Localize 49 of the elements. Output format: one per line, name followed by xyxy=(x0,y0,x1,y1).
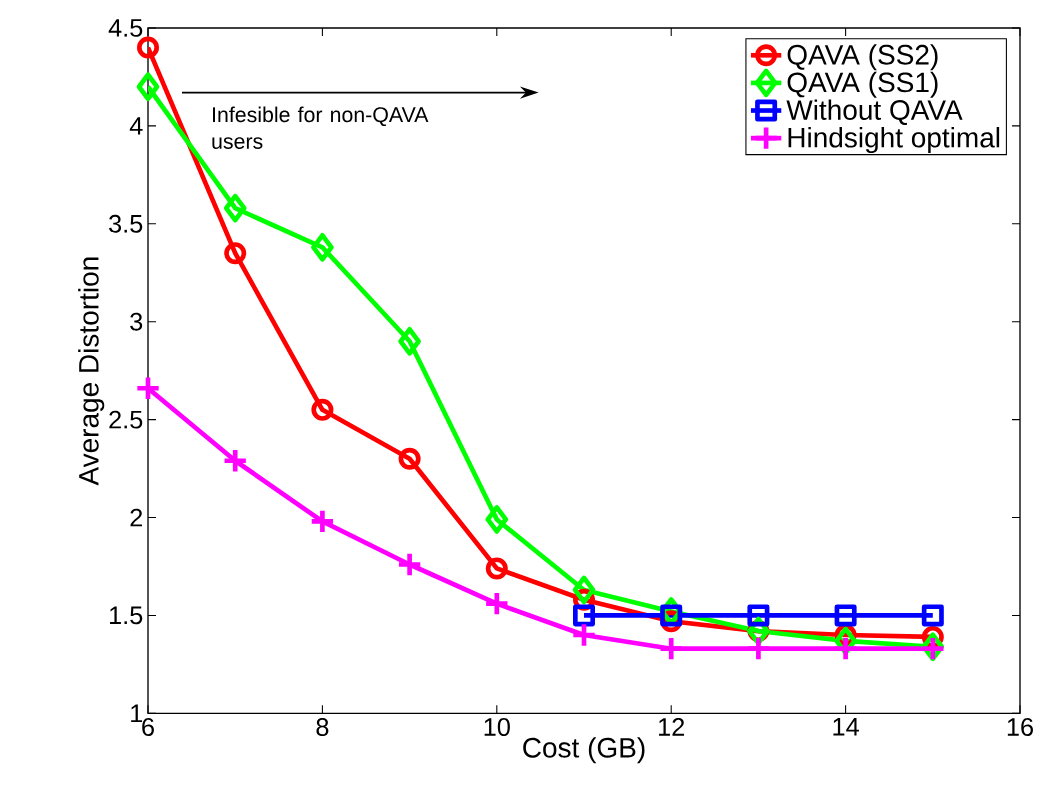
point xyxy=(660,604,683,627)
point xyxy=(485,505,509,534)
point xyxy=(573,604,596,627)
point xyxy=(398,447,421,470)
point xyxy=(136,72,160,102)
point xyxy=(922,638,944,660)
point xyxy=(223,193,247,223)
point xyxy=(486,593,508,615)
point xyxy=(747,638,770,660)
y-tick-label: 2.5 xyxy=(109,410,143,429)
point xyxy=(398,553,421,576)
point xyxy=(398,326,421,356)
point xyxy=(485,557,508,580)
y-tick-label: 3 xyxy=(130,312,143,331)
point xyxy=(224,242,247,265)
point xyxy=(311,510,334,533)
legend-label: QAVA (SS1) xyxy=(787,71,938,98)
x-tick-label: 16 xyxy=(1007,718,1033,736)
point xyxy=(573,624,595,646)
annotation: Infesible for non-QAVA users xyxy=(212,106,429,149)
point xyxy=(311,232,334,262)
point xyxy=(747,604,770,627)
point xyxy=(834,604,857,627)
x-tick-label: 14 xyxy=(833,718,859,736)
point xyxy=(137,36,160,59)
y-tick-label: 4.5 xyxy=(108,19,143,37)
point xyxy=(311,398,334,421)
x-axis-title: Cost (GB) xyxy=(523,737,645,764)
point xyxy=(921,632,945,662)
y-tick-label: 1.5 xyxy=(110,606,143,625)
y-tick-label: 1 xyxy=(131,704,143,723)
point xyxy=(137,377,159,399)
point xyxy=(224,450,246,472)
legend-label: Hindsight optimal xyxy=(788,127,1000,154)
x-tick-label: 12 xyxy=(659,718,685,736)
point xyxy=(921,604,944,627)
point xyxy=(572,575,596,605)
y-axis-title: Average Distortion xyxy=(78,257,105,486)
point xyxy=(834,638,857,660)
y-tick-label: 2 xyxy=(130,508,143,527)
x-tick-label: 10 xyxy=(484,718,510,736)
y-tick-label: 3.5 xyxy=(109,214,143,233)
point xyxy=(660,638,682,660)
point xyxy=(834,626,857,656)
legend-label: QAVA (SS2) xyxy=(787,44,938,71)
x-tick-label: 8 xyxy=(316,718,329,736)
legend-label: Without QAVA xyxy=(786,99,963,125)
y-tick-label: 4 xyxy=(129,117,143,135)
x-tick-label: 6 xyxy=(142,718,154,736)
